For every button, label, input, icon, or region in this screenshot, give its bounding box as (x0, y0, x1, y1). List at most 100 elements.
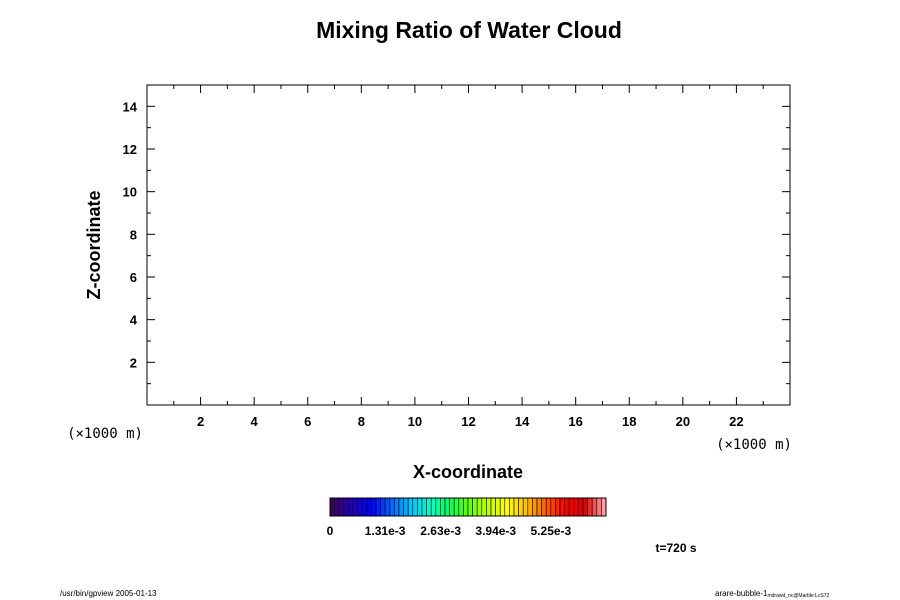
colorbar-stripe (338, 497, 345, 517)
colorbar-stripe (449, 497, 455, 517)
colorbar-stripe (532, 497, 538, 517)
colorbar-stripe (545, 497, 552, 517)
x-tick-label: 10 (408, 414, 422, 429)
colorbar-stripe (435, 497, 441, 517)
colorbar: 0 1.31e-3 2.63e-3 3.94e-3 5.25e-3 (327, 497, 607, 538)
colorbar-stripe (536, 497, 542, 517)
colorbar-stripe (550, 497, 556, 517)
colorbar-stripe (430, 497, 437, 517)
colorbar-stripe (412, 497, 418, 517)
x-tick-label: 20 (676, 414, 690, 429)
y-tick-label: 12 (123, 142, 137, 157)
colorbar-stripe (389, 497, 395, 517)
colorbar-stripe (352, 497, 358, 517)
colorbar-stripe (509, 497, 515, 517)
colorbar-stripe (458, 497, 464, 517)
colorbar-stripe (357, 497, 363, 517)
colorbar-stripe (582, 497, 588, 517)
colorbar-tick-label: 1.31e-3 (365, 524, 406, 538)
colorbar-frame (329, 497, 607, 517)
colorbar-stripe (564, 497, 570, 517)
colorbar-stripe (504, 497, 510, 517)
colorbar-stripe (559, 497, 565, 517)
x-tick-label: 22 (729, 414, 743, 429)
colorbar-stripe (394, 497, 400, 517)
colorbar-stripe (499, 497, 506, 517)
colorbar-stripe (591, 497, 598, 517)
colorbar-stripe (384, 497, 391, 517)
colorbar-stripe (472, 497, 478, 517)
colorbar-stripe (375, 497, 381, 517)
x-tick-label: 14 (515, 414, 530, 429)
colorbar-stripe (481, 497, 487, 517)
colorbar-stripe (407, 497, 414, 517)
colorbar-stripe (371, 497, 377, 517)
x-tick-label: 18 (622, 414, 636, 429)
y-tick-label: 2 (130, 355, 137, 370)
colorbar-stripe (366, 497, 372, 517)
y-axis-ticks: 2 4 6 8 10 12 14 (123, 99, 790, 385)
colorbar-stripe (573, 497, 579, 517)
colorbar-stripe (426, 497, 432, 517)
x-tick-label: 2 (197, 414, 204, 429)
colorbar-stripe (444, 497, 450, 517)
colorbar-stripe (486, 497, 492, 517)
colorbar-tick-label: 2.63e-3 (420, 524, 461, 538)
x-unit-label: (×1000 m) (67, 426, 143, 442)
colorbar-stripe (495, 497, 501, 517)
colorbar-stripe (476, 497, 483, 517)
y-axis-label: Z-coordinate (84, 190, 104, 299)
y-tick-label: 6 (130, 270, 137, 285)
time-label: t=720 s (655, 541, 696, 555)
colorbar-tick-label: 0 (327, 524, 334, 538)
colorbar-stripe (403, 497, 409, 517)
footer-program-info: /usr/bin/gpview 2005-01-13 (60, 589, 157, 598)
colorbar-stripe (380, 497, 386, 517)
colorbar-stripe (348, 497, 354, 517)
colorbar-stripe (334, 497, 340, 517)
colorbar-stripe (361, 497, 368, 517)
x-tick-label: 4 (251, 414, 259, 429)
colorbar-stripe (578, 497, 584, 517)
y-tick-label: 4 (130, 313, 138, 328)
colorbar-stripe (467, 497, 473, 517)
colorbar-tick-label: 3.94e-3 (475, 524, 516, 538)
colorbar-stripe (398, 497, 404, 517)
colorbar-stripe (329, 497, 335, 517)
x-axis-label: X-coordinate (413, 462, 523, 482)
colorbar-stripe (490, 497, 496, 517)
x-tick-label: 12 (461, 414, 475, 429)
colorbar-stripe (522, 497, 529, 517)
colorbar-stripe (555, 497, 561, 517)
colorbar-stripe (513, 497, 519, 517)
colorbar-stripe (568, 497, 575, 517)
colorbar-stripe (453, 497, 460, 517)
colorbar-stripe (527, 497, 533, 517)
colorbar-stripe (601, 497, 607, 517)
colorbar-labels: 0 1.31e-3 2.63e-3 3.94e-3 5.25e-3 (327, 524, 572, 538)
colorbar-stripe (343, 497, 349, 517)
colorbar-stripes (329, 497, 607, 517)
y-tick-label: 14 (123, 99, 138, 114)
colorbar-stripe (421, 497, 427, 517)
footer-run-name: arare-bubble-1 (715, 589, 768, 598)
colorbar-stripe (417, 497, 423, 517)
colorbar-stripe (587, 497, 593, 517)
colorbar-tick-label: 5.25e-3 (531, 524, 572, 538)
y-unit-label: (×1000 m) (716, 437, 792, 453)
colorbar-stripe (518, 497, 524, 517)
colorbar-stripe (541, 497, 547, 517)
x-tick-label: 16 (568, 414, 582, 429)
chart-title: Mixing Ratio of Water Cloud (316, 17, 622, 43)
x-tick-label: 8 (358, 414, 365, 429)
y-tick-label: 10 (123, 185, 137, 200)
footer-run-subscript: mdrawd_nc@Marble:LcS72 (767, 593, 829, 599)
x-tick-label: 6 (304, 414, 311, 429)
footer-run-info: arare-bubble-1mdrawd_nc@Marble:LcS72 (715, 589, 829, 599)
colorbar-stripe (463, 497, 469, 517)
colorbar-stripe (440, 497, 446, 517)
x-axis-ticks: 2 4 6 8 10 12 14 16 18 20 22 (173, 85, 764, 429)
y-tick-label: 8 (130, 227, 137, 242)
